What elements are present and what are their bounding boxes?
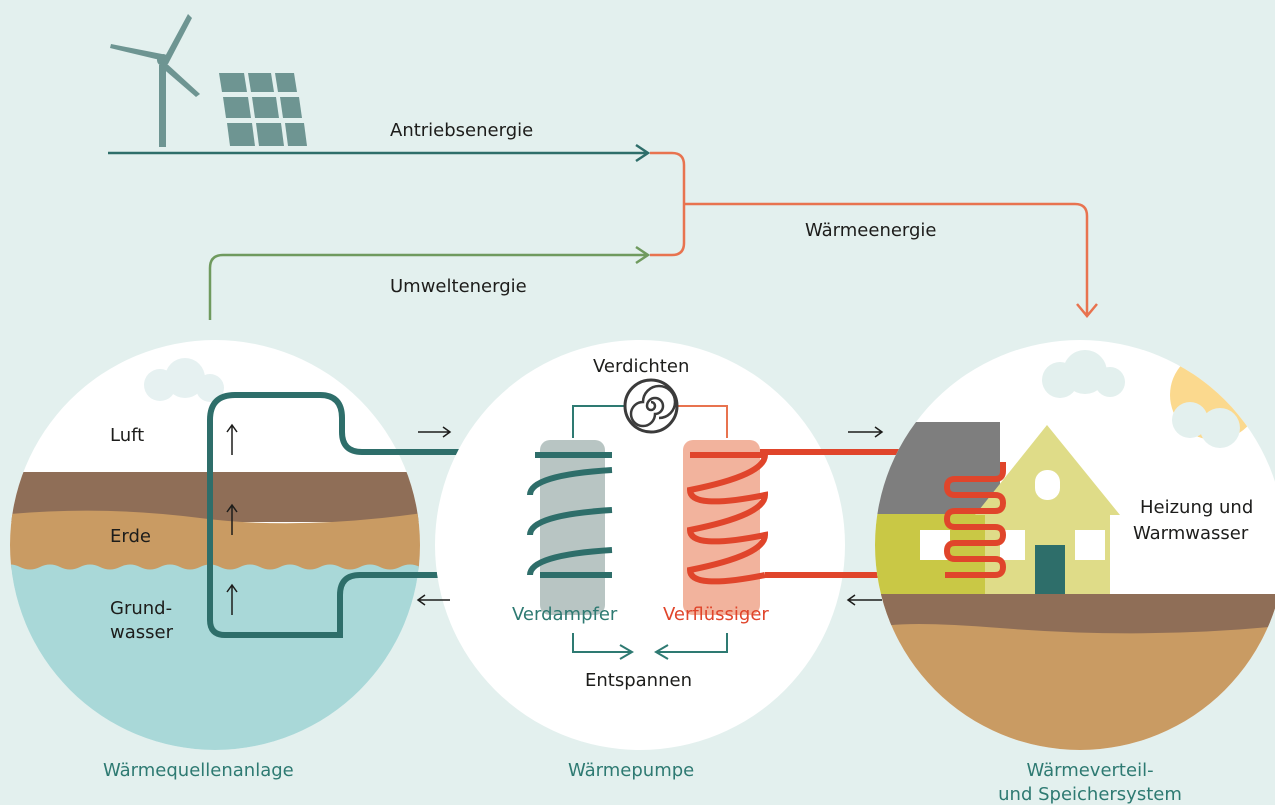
compressor-spiral [629,384,677,428]
air-label: Luft [110,425,144,446]
soil-label: Erde [110,526,151,547]
energy-arrows [108,143,1098,320]
drive-energy-label: Antriebsenergie [390,120,533,141]
heat-pump-caption: Wärmepumpe [568,760,694,781]
expand-label: Entspannen [585,670,692,691]
solar-panel [219,73,307,146]
compressor-out [678,405,728,438]
flow-side-arrows [416,426,884,606]
evaporator-coil [527,452,613,578]
heating-label: Heizung und Warmwasser [1133,497,1253,544]
distribution-caption: Wärmeverteil-und Speichersystem [998,760,1182,805]
compress-label: Verdichten [593,356,689,377]
radiator-coil [943,462,1007,578]
evaporator-label: Verdampfer [512,604,618,625]
evaporator-tank [540,440,605,615]
environment-energy-label: Umweltenergie [390,276,527,297]
expansion-lines [572,633,728,660]
source-pipe [207,392,552,638]
wind-turbine [110,14,200,147]
condenser-label: Verflüssiger [663,604,769,625]
source-caption: Wärmequellenanlage [103,760,294,781]
compressor [623,378,679,434]
condenser-coil [686,452,769,585]
heat-energy-label: Wärmeenergie [805,220,937,241]
groundwater-label: Grund-wasser [110,598,174,643]
flow-up-arrows [226,423,238,615]
condenser-tank [683,440,760,615]
